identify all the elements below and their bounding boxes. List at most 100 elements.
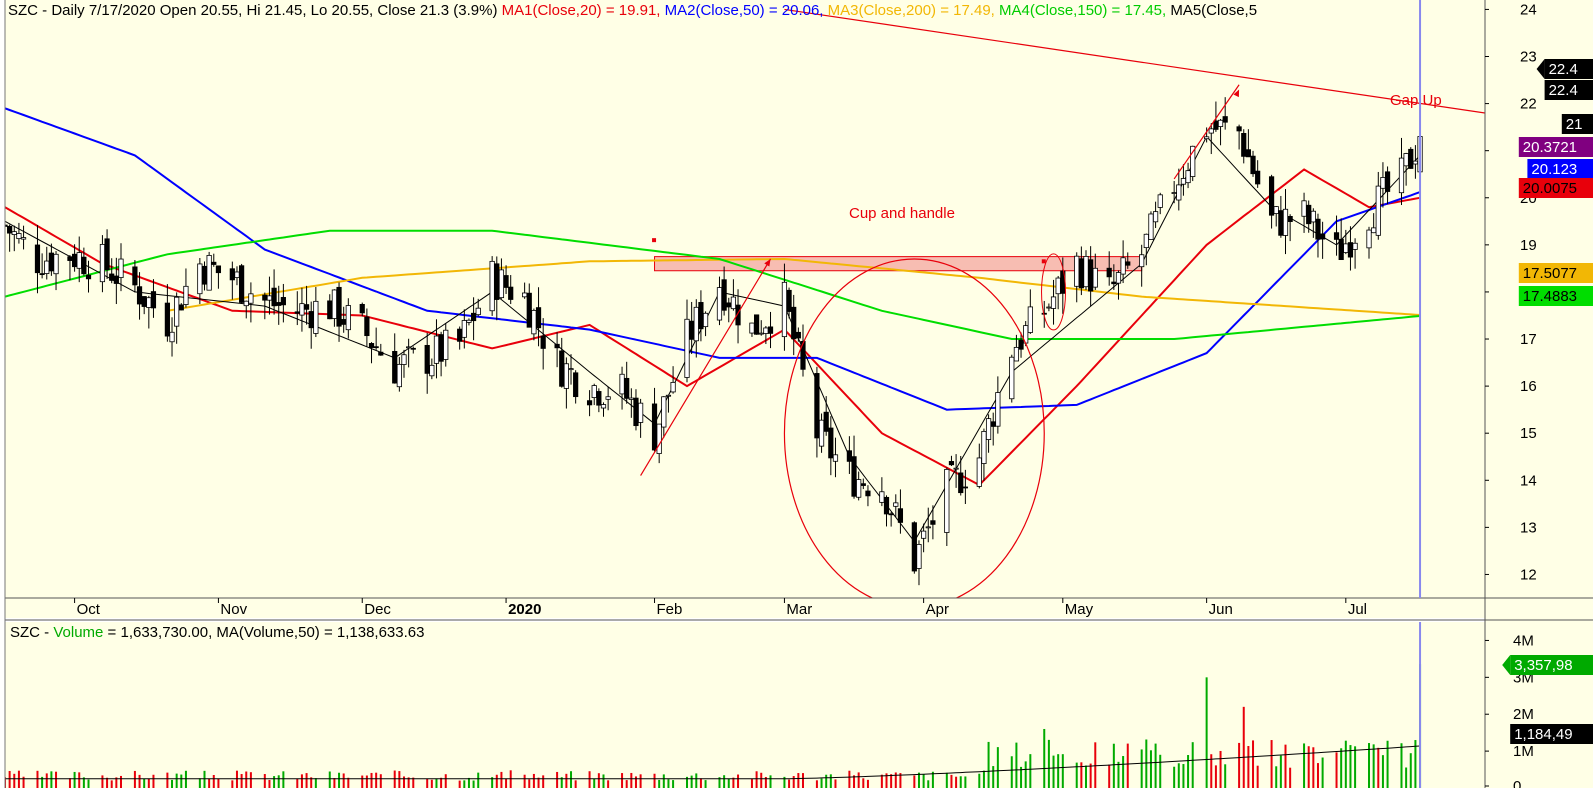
tag-label: 1,184,49 bbox=[1514, 726, 1572, 743]
candle-up bbox=[605, 396, 611, 400]
volume-bar-down bbox=[880, 774, 883, 788]
ma-line-4 bbox=[5, 229, 1421, 340]
candle-down bbox=[34, 244, 41, 274]
volume-bar-up bbox=[570, 771, 573, 788]
volume-bar-up bbox=[82, 777, 85, 788]
candle-up bbox=[1152, 211, 1159, 223]
volume-bar-down bbox=[848, 770, 851, 788]
candle-up bbox=[1412, 160, 1419, 165]
price-tick-label: 15 bbox=[1520, 425, 1537, 442]
tag-box bbox=[1510, 655, 1593, 675]
volume-bar-up bbox=[1349, 745, 1352, 788]
candle-down bbox=[359, 303, 365, 314]
candle-down bbox=[948, 461, 955, 466]
candle-up bbox=[568, 368, 574, 371]
candle-up bbox=[1083, 256, 1089, 288]
candle-up bbox=[1074, 255, 1080, 287]
volume-bar-down bbox=[565, 773, 568, 788]
volume-bar-down bbox=[147, 778, 150, 788]
candle-down bbox=[239, 265, 245, 303]
volume-bar-down bbox=[402, 776, 405, 788]
time-tick-label: Feb bbox=[657, 601, 683, 618]
volume-bar-up bbox=[927, 780, 930, 788]
volume-bar-up bbox=[1024, 761, 1027, 788]
volume-bar-down bbox=[152, 774, 155, 788]
volume-bar-down bbox=[1210, 754, 1213, 788]
volume-bar-down bbox=[1242, 706, 1245, 788]
candle-up bbox=[1115, 272, 1122, 284]
candle-down bbox=[308, 311, 314, 329]
candle-up bbox=[1092, 267, 1098, 288]
candle-down bbox=[958, 472, 964, 494]
candle-up bbox=[44, 260, 50, 274]
candle-up bbox=[243, 300, 249, 307]
candle-up bbox=[313, 300, 319, 334]
volume-bar-up bbox=[1182, 764, 1185, 788]
volume-bar-down bbox=[639, 774, 642, 788]
time-axis-background bbox=[5, 598, 1485, 618]
candle-down bbox=[726, 302, 732, 308]
volume-bar-down bbox=[1094, 742, 1097, 788]
volume-bar-up bbox=[472, 780, 475, 788]
volume-bar-down bbox=[138, 774, 141, 788]
annotation-gap-up: Gap Up bbox=[1390, 92, 1442, 109]
time-tick-label: Dec bbox=[364, 601, 391, 618]
candle-up bbox=[670, 381, 676, 393]
candle-down bbox=[814, 373, 820, 439]
candle-down bbox=[573, 372, 579, 398]
volume-bar-down bbox=[440, 777, 443, 788]
candle-up bbox=[893, 502, 899, 507]
volume-bar-up bbox=[273, 776, 276, 788]
volume-bar-up bbox=[198, 778, 201, 788]
candle-down bbox=[136, 286, 143, 305]
ma-line-3 bbox=[167, 257, 1421, 316]
volume-bar-up bbox=[477, 772, 480, 788]
volume-bar-up bbox=[171, 779, 174, 788]
candle-down bbox=[109, 273, 115, 281]
time-tick-label: Nov bbox=[220, 601, 247, 618]
candle-down bbox=[1268, 176, 1275, 216]
volume-bar-up bbox=[435, 778, 438, 788]
volume-bar-down bbox=[1252, 740, 1255, 788]
candle-up bbox=[879, 491, 885, 503]
volume-bar-down bbox=[45, 773, 48, 788]
candle-up bbox=[401, 354, 407, 365]
candle-down bbox=[229, 268, 235, 281]
volume-bar-down bbox=[296, 778, 299, 788]
candle-up bbox=[693, 306, 699, 342]
volume-bar-down bbox=[542, 775, 545, 788]
volume-bar-down bbox=[231, 780, 234, 788]
candle-up bbox=[531, 310, 537, 335]
volume-bar-down bbox=[1335, 752, 1338, 788]
header-ma1: MA1(Close,20) = 19.91, bbox=[502, 2, 665, 19]
volume-bar-down bbox=[528, 779, 531, 788]
candle-down bbox=[1213, 120, 1219, 130]
volume-bar-down bbox=[792, 776, 795, 788]
candle-down bbox=[392, 350, 398, 384]
trend-arrowhead-feb bbox=[764, 258, 771, 267]
volume-bar-up bbox=[1043, 728, 1046, 788]
volume-bar-down bbox=[607, 780, 610, 788]
candle-down bbox=[81, 256, 87, 275]
candle-up bbox=[763, 327, 769, 334]
candle-up bbox=[461, 320, 467, 338]
candlestick-layer bbox=[5, 97, 1423, 586]
candle-up bbox=[248, 293, 254, 304]
candle-up bbox=[1027, 306, 1033, 333]
time-tick-label: Mar bbox=[786, 601, 812, 618]
candle-down bbox=[48, 252, 54, 272]
candle-down bbox=[586, 400, 593, 406]
volume-bar-down bbox=[1256, 765, 1259, 788]
volume-bar-down bbox=[625, 780, 628, 788]
volume-header-text: = 1,633,730.00, MA(Volume,50) = 1,138,63… bbox=[103, 624, 424, 641]
candle-down bbox=[800, 340, 806, 370]
tag-box bbox=[1518, 137, 1593, 157]
volume-bar-down bbox=[133, 770, 136, 788]
candle-up bbox=[169, 331, 175, 343]
volume-bar-up bbox=[1173, 766, 1176, 788]
volume-bar-down bbox=[834, 779, 837, 788]
volume-bar-up bbox=[959, 776, 962, 788]
volume-bar-up bbox=[917, 772, 920, 788]
volume-bar-up bbox=[1145, 739, 1148, 788]
